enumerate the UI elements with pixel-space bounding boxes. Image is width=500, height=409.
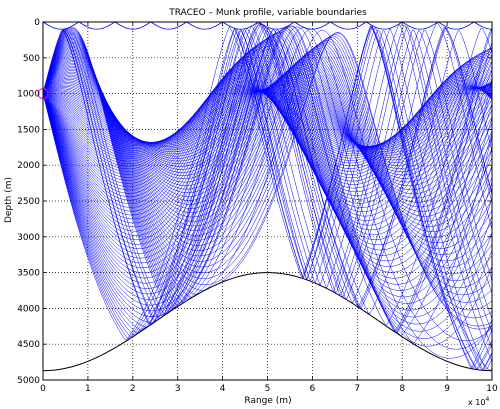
x-tick-label: 1	[85, 384, 91, 394]
ray-path	[42, 44, 493, 267]
ray-path	[42, 72, 493, 172]
y-tick-label: 3500	[17, 269, 40, 279]
ray-path	[42, 49, 493, 249]
x-tick-label: 10	[486, 384, 498, 394]
y-tick-label: 2500	[17, 197, 40, 207]
ray-path	[42, 30, 493, 342]
ray-path	[42, 47, 493, 256]
y-axis-ticks: 0 500 1000 1500 2000 2500 3000 3500 4000 4500 5000	[17, 18, 492, 386]
y-tick-label: 500	[23, 54, 40, 64]
ray-path	[42, 30, 493, 339]
y-tick-label: 5000	[17, 376, 40, 386]
x-axis-multiplier: x 104	[468, 396, 489, 407]
ray-path	[42, 49, 493, 246]
ray-path	[42, 34, 493, 318]
x-tick-label: 5	[265, 384, 271, 394]
y-tick-label: 1500	[17, 125, 40, 135]
x-axis-multiplier-exponent: 4	[485, 396, 489, 403]
ray-path	[42, 26, 493, 328]
bottom-line	[43, 272, 492, 372]
ray-path	[42, 25, 493, 370]
x-tick-label: 9	[444, 384, 450, 394]
x-tick-label: 3	[175, 384, 181, 394]
surface-line	[42, 21, 493, 30]
plot-area: 0 1 2 3 4 5 6 7 8 9 10 0 500 1000 1500 2000 2500 3000 350…	[17, 18, 498, 394]
x-tick-label: 2	[130, 384, 136, 394]
x-axis-label: Range (m)	[244, 396, 291, 406]
ray-path	[42, 31, 493, 332]
x-tick-label: 0	[40, 384, 46, 394]
ray-path	[42, 23, 493, 363]
ray-path	[42, 25, 493, 321]
ray-path	[42, 28, 493, 337]
x-tick-label: 7	[354, 384, 360, 394]
ray-path	[42, 43, 493, 275]
ray-path	[42, 22, 493, 334]
y-tick-label: 2000	[17, 161, 40, 171]
bottom-boundary	[43, 272, 492, 372]
x-tick-label: 4	[220, 384, 226, 394]
x-tick-label: 8	[399, 384, 405, 394]
ray-path	[42, 25, 493, 332]
ray-path	[42, 23, 493, 333]
ray-fan	[42, 22, 493, 371]
x-tick-label: 6	[310, 384, 316, 394]
y-axis-label: Depth (m)	[4, 177, 14, 223]
ray-path	[42, 29, 493, 315]
ray-path	[42, 51, 493, 221]
ray-path	[42, 22, 493, 351]
y-tick-label: 1000	[17, 90, 40, 100]
ray-path	[42, 67, 493, 182]
ray-path	[42, 70, 493, 175]
ray-path	[42, 55, 493, 208]
ray-path	[42, 54, 493, 213]
ray-path	[42, 27, 493, 370]
x-axis-ticks: 0 1 2 3 4 5 6 7 8 9 10	[40, 22, 498, 394]
ray-path	[42, 22, 493, 332]
ray-path	[42, 85, 493, 151]
ray-path	[42, 65, 493, 185]
x-axis-multiplier-base: x 10	[468, 398, 485, 407]
ray-path	[42, 26, 493, 334]
ray-path	[42, 25, 493, 334]
y-tick-label: 4000	[17, 304, 40, 314]
ray-path	[42, 33, 493, 325]
ray-path	[42, 25, 493, 370]
ray-path	[42, 29, 493, 347]
ray-path	[42, 46, 493, 235]
ray-path	[42, 35, 493, 311]
ray-path	[42, 42, 493, 279]
ray-path	[42, 27, 493, 310]
ray-path	[42, 57, 493, 204]
ray-path	[42, 52, 493, 217]
ray-path	[42, 36, 493, 304]
surface-boundary	[42, 21, 493, 30]
ray-path	[42, 27, 493, 359]
ray-path	[42, 24, 493, 371]
ray-path	[42, 29, 493, 370]
ray-path	[42, 43, 493, 273]
ray-path	[42, 46, 493, 262]
ray-path	[42, 39, 493, 288]
ray-path	[42, 69, 493, 179]
ray-path	[42, 86, 493, 148]
ray-path	[42, 46, 493, 262]
ray-path	[42, 60, 493, 196]
chart-title: TRACEO – Munk profile, variable boundari…	[168, 8, 367, 18]
ray-path	[42, 41, 493, 281]
ray-path	[42, 59, 493, 200]
y-tick-label: 0	[34, 18, 40, 28]
y-tick-label: 3000	[17, 233, 40, 243]
y-tick-label: 4500	[17, 340, 40, 350]
